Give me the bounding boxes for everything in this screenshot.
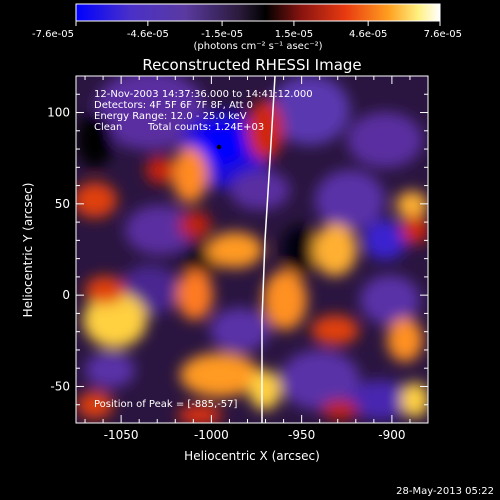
blob — [347, 112, 423, 168]
blob — [401, 382, 428, 418]
colorbar-ticks: -7.6e-05 -4.6e-05 -1.5e-05 1.5e-05 4.6e-05 7.… — [32, 21, 462, 40]
heatmap-blobs — [76, 76, 428, 423]
peak-marker — [216, 144, 222, 150]
blob — [396, 191, 428, 219]
solar-limb-line — [261, 76, 276, 423]
annotation-total-counts: Total counts: 1.24E+03 — [147, 122, 264, 133]
blob — [210, 308, 270, 352]
blob — [350, 380, 410, 420]
annotation-peak-position: Position of Peak = [-885,-57] — [94, 399, 238, 410]
blob — [146, 156, 174, 184]
y-tick-label: 100 — [47, 106, 70, 120]
blob — [282, 225, 318, 275]
annotation-time-range: 12-Nov-2003 14:37:36.000 to 14:41:12.000 — [94, 89, 313, 100]
blob — [125, 205, 195, 255]
colorbar-tick-label: -4.6e-05 — [127, 29, 169, 40]
y-axis-label: Heliocentric Y (arcsec) — [21, 183, 35, 318]
colorbar-tick-label: 4.6e-05 — [349, 29, 387, 40]
colorbar-gradient — [75, 3, 441, 22]
colorbar-tick-label: 7.6e-05 — [424, 29, 462, 40]
blob — [322, 400, 358, 420]
annotation-clean: Clean — [94, 122, 122, 133]
x-tick-label: -900 — [378, 428, 405, 442]
blob — [270, 76, 350, 145]
blob — [315, 170, 385, 230]
y-tick-label: 0 — [62, 288, 70, 302]
blob — [77, 112, 113, 168]
blob — [83, 292, 147, 348]
x-axis-ticks: -1050 -1000 -950 -900 — [84, 76, 429, 442]
y-tick-label: 50 — [55, 197, 70, 211]
annotation-energy-range: Energy Range: 12.0 - 25.0 keV — [94, 111, 247, 122]
blob — [401, 216, 428, 244]
blob — [311, 315, 359, 345]
blob — [360, 275, 420, 325]
x-axis-label: Heliocentric X (arcsec) — [184, 449, 320, 463]
blob — [207, 232, 263, 268]
blob — [85, 352, 135, 388]
blob — [195, 125, 245, 165]
footer-date: 28-May-2013 05:22 — [396, 486, 494, 497]
colorbar-tick-label: 1.5e-05 — [275, 29, 313, 40]
plot-area — [76, 76, 428, 423]
blob — [95, 76, 205, 150]
blob — [180, 353, 260, 397]
colorbar-tick-label: -1.5e-05 — [201, 29, 243, 40]
blob — [179, 211, 211, 239]
chart-title: Reconstructed RHESSI Image — [142, 56, 361, 74]
blob — [77, 391, 113, 419]
blob — [172, 147, 208, 203]
blob — [76, 182, 117, 218]
blob — [249, 370, 281, 410]
blob — [230, 170, 290, 210]
blob — [247, 100, 283, 160]
x-tick-label: -1050 — [104, 428, 139, 442]
blob — [177, 270, 213, 320]
colorbar: -7.6e-05 -4.6e-05 -1.5e-05 1.5e-05 4.6e-05 7.… — [32, 3, 462, 52]
blob — [280, 350, 360, 410]
y-tick-label: -50 — [50, 379, 70, 393]
colorbar-unit: (photons cm⁻² s⁻¹ asec⁻²) — [193, 41, 322, 52]
blob — [313, 224, 357, 276]
colorbar-tick-label: -7.6e-05 — [32, 29, 74, 40]
blob — [363, 220, 407, 260]
x-tick-label: -950 — [288, 428, 315, 442]
blob — [263, 270, 307, 330]
blob — [387, 318, 423, 362]
x-tick-label: -1000 — [194, 428, 229, 442]
plot-frame — [75, 75, 429, 424]
blob — [85, 276, 125, 304]
annotation-detectors: Detectors: 4F 5F 6F 7F 8F, Att 0 — [94, 100, 253, 111]
y-axis-ticks: -50 0 50 100 — [47, 75, 428, 424]
annotations: 12-Nov-2003 14:37:36.000 to 14:41:12.000… — [94, 89, 313, 410]
